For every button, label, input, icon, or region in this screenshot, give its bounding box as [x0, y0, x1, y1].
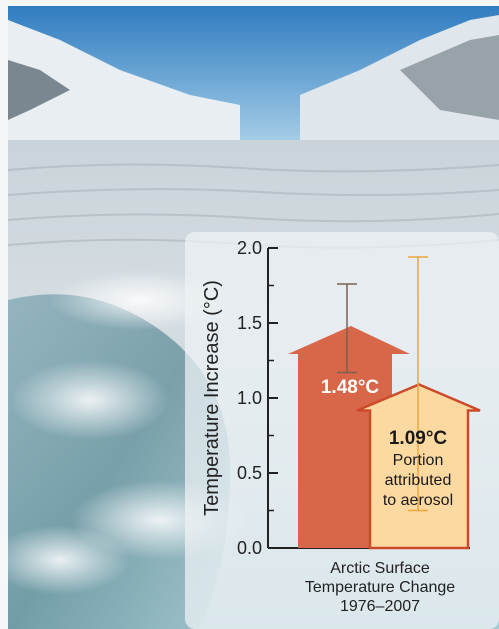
chart: 0.0 0.5 1.0 1.5 2.0 Temperature Increase (°C)…	[201, 238, 481, 615]
y-tick-label: 0.0	[237, 538, 262, 558]
x-axis-label-line: 1976–2007	[340, 598, 420, 615]
bar-aerosol-annotation: to aerosol	[383, 492, 453, 509]
bar-aerosol-label: 1.09°C	[389, 428, 448, 449]
bar-total-label: 1.48°C	[321, 377, 380, 398]
bar-aerosol-annotation: Portion	[393, 452, 444, 469]
y-tick-label: 1.5	[237, 313, 262, 333]
right-mountain	[300, 15, 499, 150]
y-tick-label: 0.5	[237, 463, 262, 483]
y-tick-label: 2.0	[237, 238, 262, 258]
y-tick-label: 1.0	[237, 388, 262, 408]
x-axis-label-line: Arctic Surface	[330, 560, 430, 577]
y-axis-label: Temperature Increase (°C)	[201, 280, 223, 516]
bar-aerosol-annotation: attributed	[385, 472, 452, 489]
left-mountain	[8, 20, 240, 150]
x-axis-label-line: Temperature Change	[305, 579, 455, 596]
